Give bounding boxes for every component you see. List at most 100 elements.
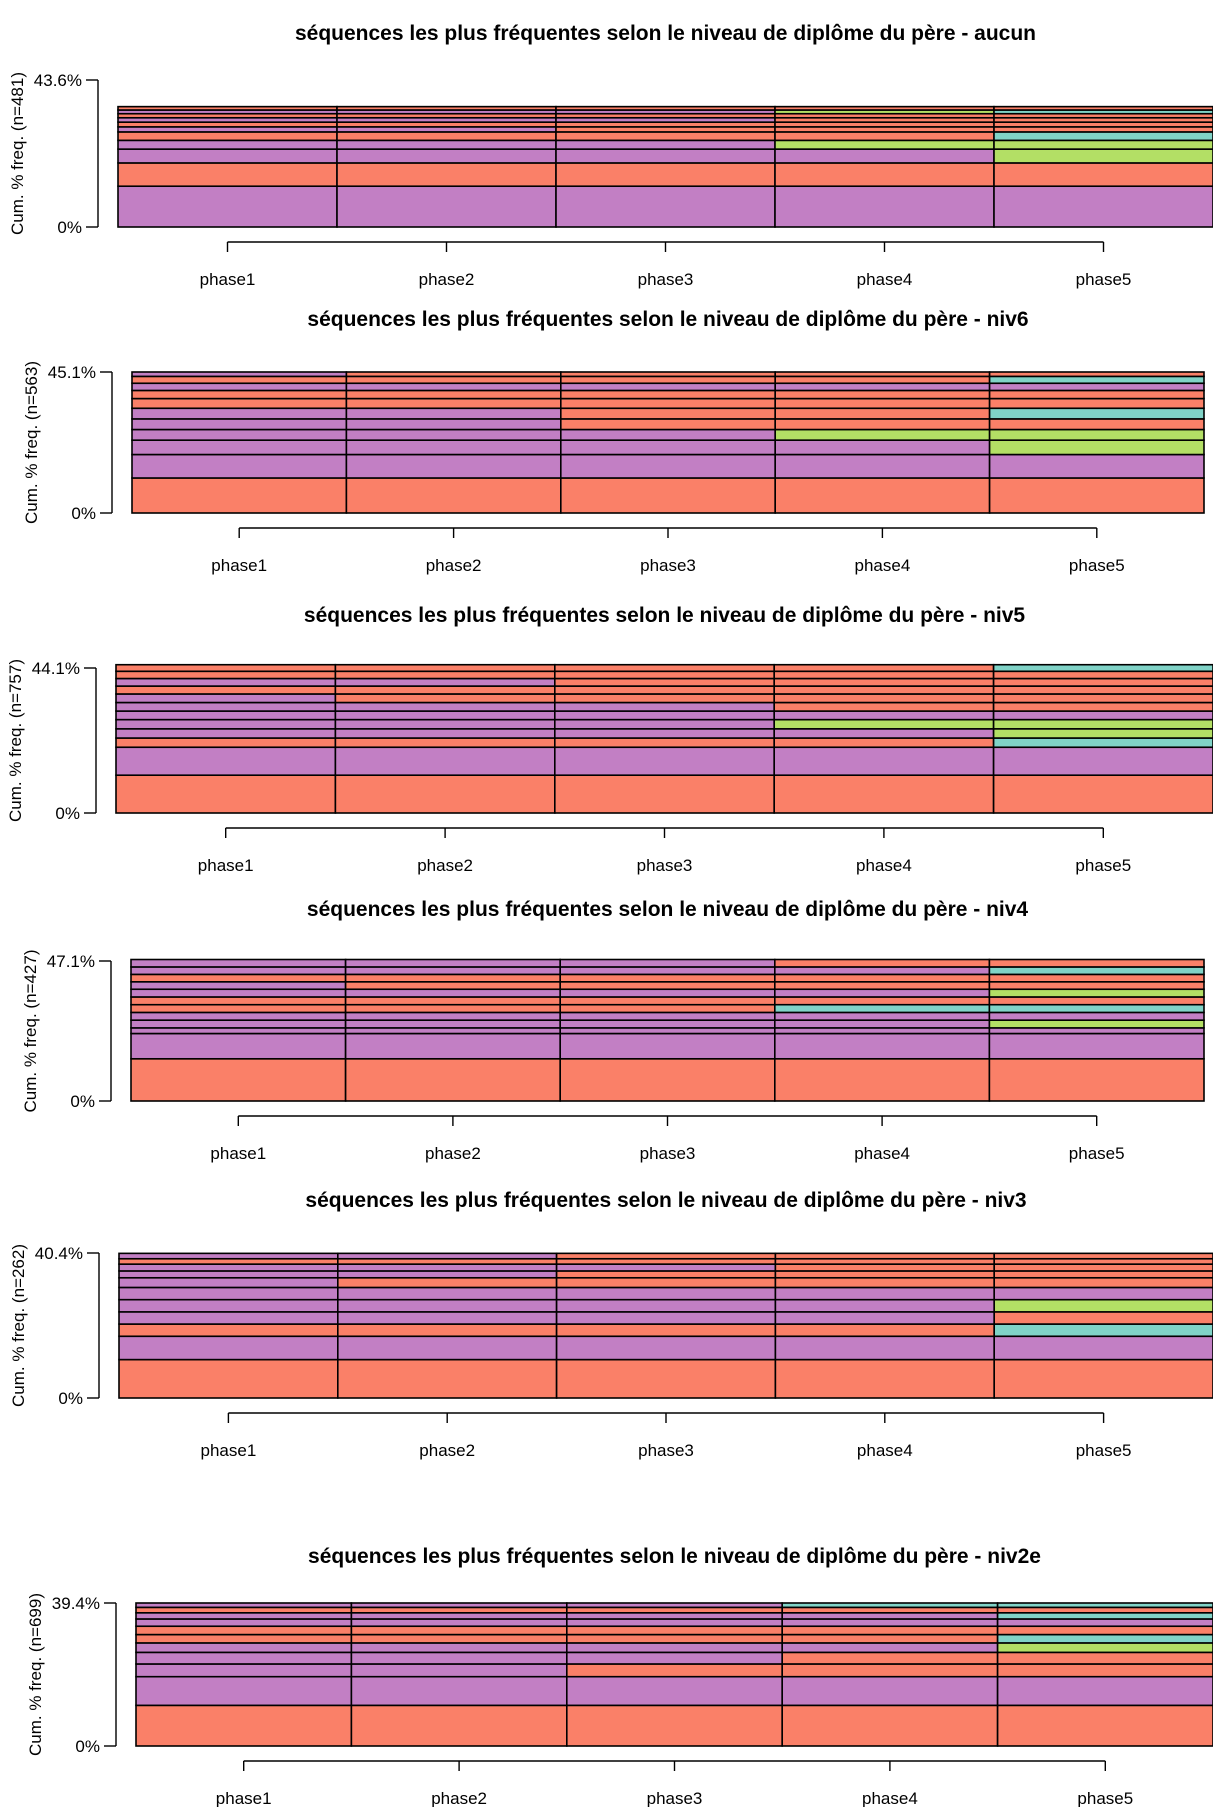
- sequence-cell: [350, 1642, 568, 1654]
- sequence-cell: [781, 1675, 999, 1707]
- sequence-cell: [993, 148, 1213, 164]
- sequence-cell: [344, 1011, 562, 1021]
- sequence-cell: [559, 1027, 776, 1035]
- sequence-cell: [118, 1335, 339, 1361]
- sequence-cell: [345, 407, 562, 420]
- sequence-cell: [565, 1625, 783, 1636]
- sequence-cell: [130, 1057, 347, 1102]
- sequence-cell: [774, 1276, 996, 1289]
- sequence-cell: [996, 1606, 1213, 1614]
- sequence-cell: [774, 477, 991, 514]
- sequence-cell: [350, 1633, 568, 1644]
- sequence-cell: [553, 710, 775, 721]
- sequence-cell: [988, 1032, 1205, 1060]
- sequence-cell: [350, 1651, 568, 1665]
- x-tick-label: phase4: [855, 556, 911, 575]
- sequence-cell: [336, 1270, 558, 1279]
- y-tick-label: 0%: [58, 1389, 83, 1408]
- sequence-cell: [555, 162, 776, 188]
- sequence-cell: [345, 397, 562, 410]
- sequence-cell: [344, 988, 562, 998]
- x-tick-label: phase1: [210, 1144, 266, 1163]
- sequence-cell: [996, 1625, 1213, 1636]
- sequence-cell: [130, 1019, 347, 1029]
- sequence-cell: [774, 185, 995, 228]
- x-tick-label: phase1: [201, 1441, 257, 1460]
- sequence-cell: [992, 670, 1213, 680]
- sequence-cell: [345, 389, 562, 400]
- sequence-cell: [117, 185, 338, 228]
- sequence-cell: [988, 428, 1205, 441]
- sequence-cell: [992, 737, 1213, 749]
- sequence-cell: [988, 453, 1205, 479]
- x-tick-label: phase5: [1075, 856, 1131, 875]
- sequence-cell: [993, 185, 1213, 228]
- y-axis-label: Cum. % freq. (n=699): [26, 1593, 45, 1756]
- x-tick-label: phase4: [857, 1441, 913, 1460]
- sequence-cell: [781, 1663, 999, 1678]
- sequence-cell: [130, 996, 347, 1006]
- chart-title: séquences les plus fréquentes selon le n…: [295, 22, 1036, 45]
- sequence-cell: [115, 670, 337, 680]
- sequence-cell: [336, 185, 557, 228]
- sequence-cell: [117, 131, 338, 142]
- sequence-cell: [350, 1663, 568, 1678]
- sequence-cell: [773, 670, 995, 680]
- sequence-cell: [774, 1263, 996, 1272]
- sequence-cell: [135, 1663, 353, 1678]
- sequence-cell: [115, 677, 337, 687]
- sequence-cell: [334, 693, 556, 704]
- sequence-cell: [988, 1011, 1205, 1021]
- sequence-cell: [996, 1651, 1213, 1665]
- sequence-cell: [565, 1704, 783, 1747]
- x-tick-label: phase4: [856, 856, 912, 875]
- sequence-cell: [555, 1270, 777, 1279]
- sequence-cell: [781, 1704, 999, 1747]
- sequence-cell: [131, 382, 348, 392]
- sequence-cell: [336, 1358, 558, 1399]
- sequence-cell: [131, 453, 348, 479]
- sequence-cell: [773, 746, 995, 776]
- sequence-cell: [773, 737, 995, 749]
- sequence-cell: [559, 382, 776, 392]
- sequence-cell: [559, 397, 776, 410]
- sequence-cell: [565, 1642, 783, 1654]
- y-axis-label: Cum. % freq. (n=427): [21, 950, 40, 1113]
- sequence-cell: [992, 746, 1213, 776]
- sequence-cell: [988, 439, 1205, 456]
- sequence-cell: [345, 477, 562, 514]
- sequence-cell: [555, 1263, 777, 1272]
- sequence-cell: [774, 1257, 996, 1265]
- sequence-cell: [118, 1311, 339, 1325]
- sequence-cell: [773, 693, 995, 704]
- sequence-cell: [118, 1257, 339, 1265]
- x-tick-label: phase5: [1069, 556, 1125, 575]
- x-tick-label: phase3: [640, 556, 696, 575]
- sequence-cell: [553, 728, 775, 739]
- sequence-cell: [559, 428, 776, 441]
- sequence-cell: [565, 1606, 783, 1614]
- chart-title: séquences les plus fréquentes selon le n…: [307, 308, 1028, 331]
- sequence-cell: [345, 382, 562, 392]
- sequence-cell: [350, 1606, 568, 1614]
- sequence-cell: [118, 1252, 339, 1260]
- sequence-cell: [988, 397, 1205, 410]
- sequence-cell: [781, 1606, 999, 1614]
- sequence-cell: [334, 677, 556, 687]
- sequence-cell: [559, 1057, 776, 1102]
- sequence-cell: [555, 139, 776, 150]
- sequence-cell: [992, 693, 1213, 704]
- x-tick-label: phase2: [426, 556, 482, 575]
- sequence-cell: [993, 1286, 1213, 1301]
- sequence-cell: [993, 1335, 1213, 1361]
- sequence-cell: [115, 685, 337, 695]
- sequence-cell: [118, 1276, 339, 1289]
- sequence-cell: [774, 382, 991, 392]
- sequence-cell: [130, 988, 347, 998]
- sequence-cell: [336, 162, 557, 188]
- sequence-cell: [553, 701, 775, 712]
- sequence-cell: [992, 728, 1213, 739]
- sequence-cell: [992, 710, 1213, 721]
- sequence-cell: [996, 1618, 1213, 1628]
